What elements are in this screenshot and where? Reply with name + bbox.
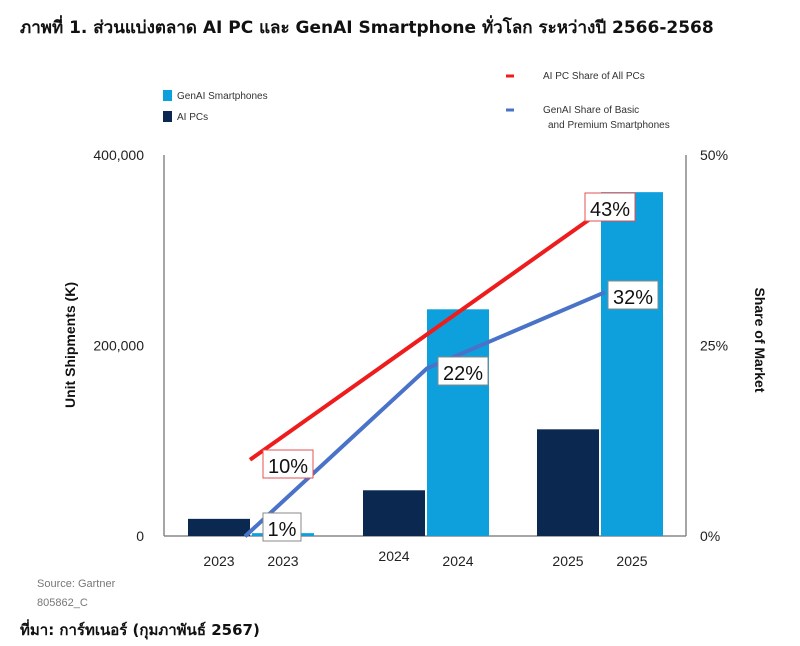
y-tick-label: 200,000 (93, 338, 144, 354)
x-tick-label: 2023 (203, 553, 234, 569)
data-label-box (262, 449, 314, 479)
data-label: 10% (268, 456, 308, 478)
y2-tick-label: 25% (700, 338, 728, 354)
y-axis-title: Unit Shipments (K) (62, 282, 78, 408)
data-label: 22% (443, 363, 483, 385)
figure-title: ภาพที่ 1. ส่วนแบ่งตลาด AI PC และ GenAI S… (20, 18, 714, 38)
figure-code: 805862_C (37, 597, 88, 609)
bar-ai-pcs (363, 490, 425, 536)
data-label-box (584, 192, 636, 222)
y-tick-label: 400,000 (93, 147, 144, 163)
legend-label: AI PCs (177, 112, 208, 123)
data-label: 1% (268, 519, 297, 541)
legend-label: AI PC Share of All PCs (543, 71, 645, 82)
data-label: 32% (613, 287, 653, 309)
x-tick-label: 2024 (442, 553, 473, 569)
y2-tick-label: 0% (700, 528, 720, 544)
bar-ai-pcs (537, 429, 599, 536)
chart: GenAI Smartphones AI PCs AI PC Share of Al… (62, 71, 768, 569)
y-tick-label: 0 (136, 528, 144, 544)
data-label-box (607, 280, 659, 310)
bar-genai-smartphones (601, 192, 663, 536)
legend-swatch (163, 111, 172, 122)
footer-source: ที่มา: การ์ทเนอร์ (กุมภาพันธ์ 2567) (20, 621, 260, 639)
bar-genai-smartphones (427, 309, 489, 536)
y2-axis-title: Share of Market (752, 287, 768, 392)
legend-swatch (163, 90, 172, 101)
data-label-box (262, 512, 302, 542)
source-text: Source: Gartner (37, 578, 116, 590)
data-label-box (437, 356, 489, 386)
legend-label: GenAI Smartphones (177, 91, 268, 102)
bar-ai-pcs (188, 518, 250, 536)
line-series (248, 206, 607, 462)
data-label: 43% (590, 199, 630, 221)
x-tick-label: 2025 (616, 553, 647, 569)
x-tick-label: 2024 (378, 548, 409, 564)
legend-label: GenAI Share of Basic and Premium Smartpho… (543, 105, 670, 131)
x-tick-label: 2023 (267, 553, 298, 569)
line-series (243, 290, 606, 538)
y2-tick-label: 50% (700, 147, 728, 163)
x-tick-label: 2025 (552, 553, 583, 569)
